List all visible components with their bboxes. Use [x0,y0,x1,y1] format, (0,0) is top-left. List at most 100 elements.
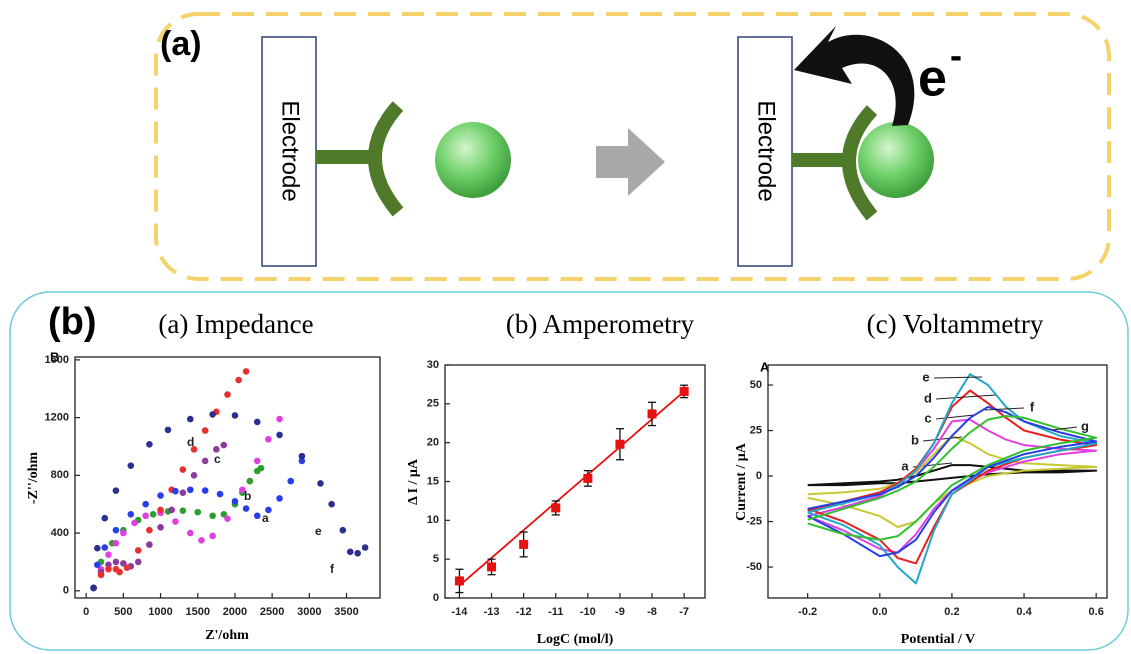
data-point [257,464,265,472]
data-point [112,539,120,547]
data-point [209,411,216,418]
data-point [551,503,561,513]
panel-b-label: (b) [48,301,97,343]
x-tick-label: 0.6 [1089,606,1104,618]
label-arrow [933,376,983,379]
data-point [172,518,179,525]
y-tick-label: 800 [51,469,69,481]
x-tick-label: -9 [615,606,625,618]
y-tick-label: 50 [750,379,762,391]
data-point [105,551,112,559]
data-point [127,462,135,469]
data-point [157,506,164,514]
data-point [328,500,335,508]
y-tick-label: 5 [433,553,439,565]
fit-line [458,390,685,587]
label-arrow [1051,426,1078,431]
data-point [157,523,164,531]
x-tick-label: 1000 [148,606,172,618]
data-point [346,548,354,556]
series-label: e [922,369,929,384]
x-tick-label: 2000 [223,606,247,618]
y-axis-label: Current / μA [734,442,749,521]
series-label: b [244,489,251,503]
data-point [157,492,164,499]
y-tick-label: 0 [433,592,439,604]
x-tick-label: -0.2 [798,606,817,618]
y-tick-label: -50 [746,561,762,573]
data-point [201,427,209,434]
data-point [209,532,216,540]
electrode-box [737,36,793,267]
data-point [194,508,202,516]
data-point [172,487,179,495]
data-point [253,457,261,465]
x-axis-label: Potential / V [901,632,975,647]
data-point [298,452,306,460]
x-tick-label: 500 [114,606,132,618]
data-point [276,415,283,423]
y-tick-label: 30 [427,359,439,371]
data-point [190,446,198,453]
series-label: c [214,452,221,466]
plot-frame [444,364,706,599]
y-axis-label: Δ I / μA [406,458,421,505]
electrode-label: Electrode [753,100,780,201]
data-point [179,507,187,514]
data-point [198,536,205,544]
chart-title: (c) Voltammetry [867,309,1044,339]
data-point [216,490,224,498]
data-point [142,512,149,520]
data-point [187,529,194,537]
data-point [246,477,254,485]
panel-b-frame [9,291,1129,651]
y-tick-label: 15 [427,475,439,487]
data-point [224,515,231,522]
data-point [487,562,497,572]
data-point [354,549,361,557]
data-point [220,510,228,518]
data-point [679,386,689,396]
x-tick-label: -13 [484,606,500,618]
cv-curve [807,405,1098,558]
x-tick-label: 0 [83,606,89,618]
series-label: b [911,432,919,447]
data-point [209,512,216,520]
panel-letter: A [760,359,770,374]
data-point [101,544,109,551]
data-point [298,457,306,465]
data-point [615,439,625,449]
chart-title: (a) Impedance [158,309,313,339]
data-point [187,415,194,423]
data-point [583,473,593,483]
y-tick-label: 10 [427,514,439,526]
x-tick-label: -12 [516,606,532,618]
electron-label: e [918,50,947,108]
data-point [105,565,112,573]
series-label: f [330,562,335,576]
series-label: g [1081,418,1089,433]
series-label: f [1030,399,1035,414]
x-axis-label: Z'/ohm [205,628,249,643]
electron-arrow [794,26,915,126]
data-point [179,489,187,496]
y-tick-label: 400 [51,527,69,539]
label-arrow [922,436,963,442]
cv-curve [807,389,1098,565]
data-point [242,368,250,375]
data-point [127,510,135,518]
x-tick-label: 3000 [297,606,321,618]
plot-frame [767,364,1108,599]
panel-a-label: (a) [160,25,202,63]
receptor [368,101,404,217]
data-point [190,472,198,479]
analyte [435,122,511,198]
data-point [131,519,138,527]
plot-frame [74,356,381,599]
x-tick-label: 0.0 [872,606,887,618]
electron-charge: - [950,35,962,76]
data-point [112,558,120,566]
series-label: a [262,511,269,525]
data-point [168,506,176,514]
